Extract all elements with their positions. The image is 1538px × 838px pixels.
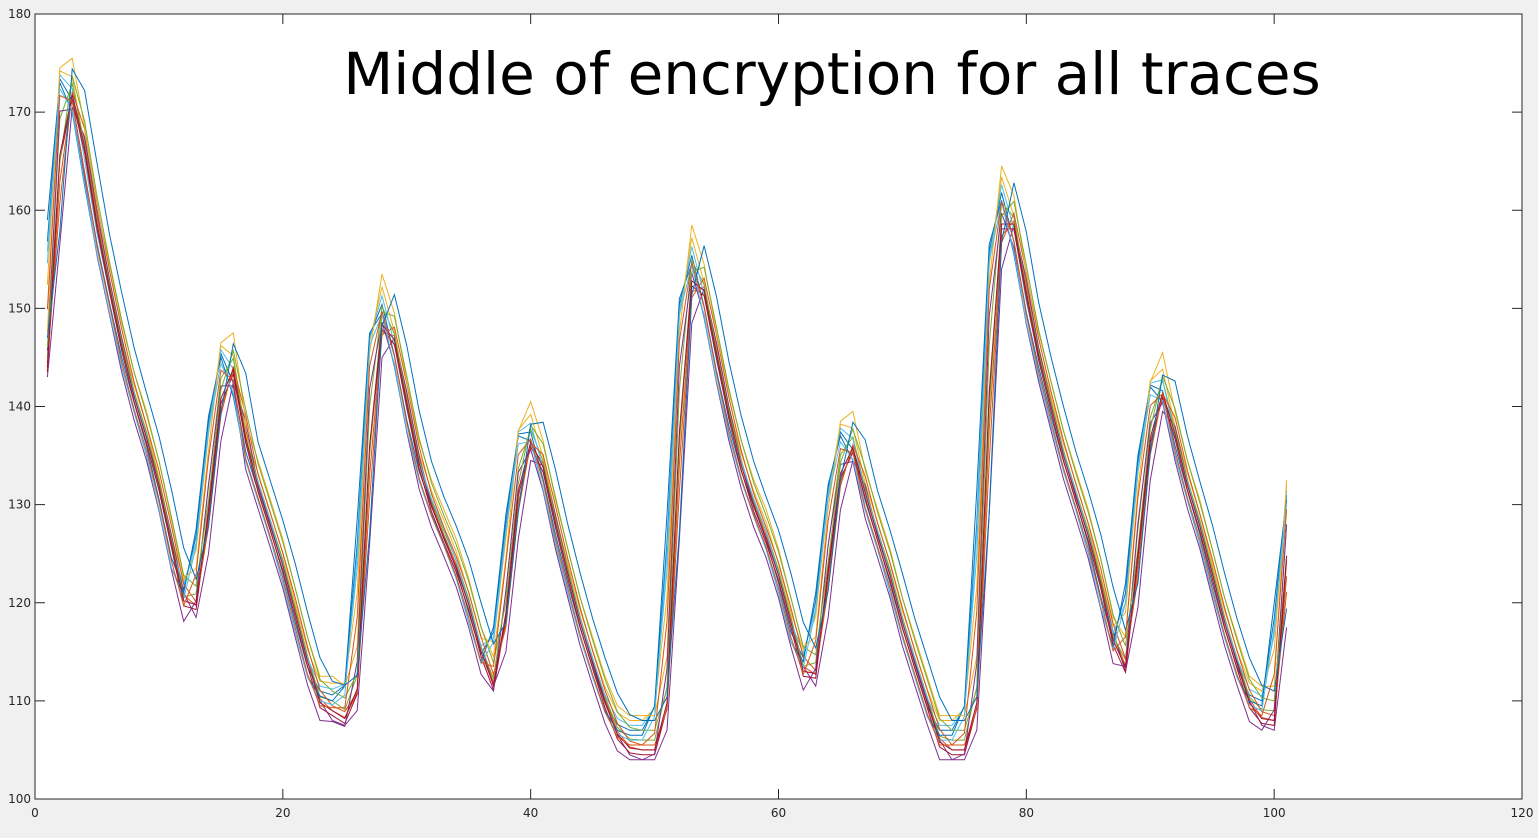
x-tick-label: 0 [31,806,39,820]
y-tick-label: 180 [8,7,31,21]
trace-line [46,108,1288,761]
tick-layer: 0 20 40 60 80 100 120 100 110 120 130 140 150 160 170 1… [8,7,1533,820]
trace-line [46,86,1288,741]
plot-area [35,14,1522,799]
trace-line [46,94,1288,746]
y-tick-label: 110 [8,694,31,708]
trace-line [46,94,1288,751]
x-tick-label: 20 [275,806,290,820]
series-layer [46,57,1288,761]
y-tick-label: 120 [8,596,31,610]
y-tick-label: 150 [8,301,31,315]
y-tick-label: 130 [8,498,31,512]
y-tick-label: 100 [8,792,31,806]
trace-line [46,75,1288,731]
x-tick-label: 40 [523,806,538,820]
x-tick-label: 100 [1263,806,1286,820]
trace-line [46,91,1288,746]
trace-line [46,67,1288,721]
x-tick-label: 60 [771,806,786,820]
y-tick-label: 140 [8,400,31,414]
y-tick-label: 160 [8,203,31,217]
chart-title: Middle of encryption for all traces [343,40,1321,108]
x-tick-label: 80 [1019,806,1034,820]
x-tick-label: 120 [1511,806,1534,820]
y-tick-label: 170 [8,105,31,119]
trace-line [46,107,1288,761]
